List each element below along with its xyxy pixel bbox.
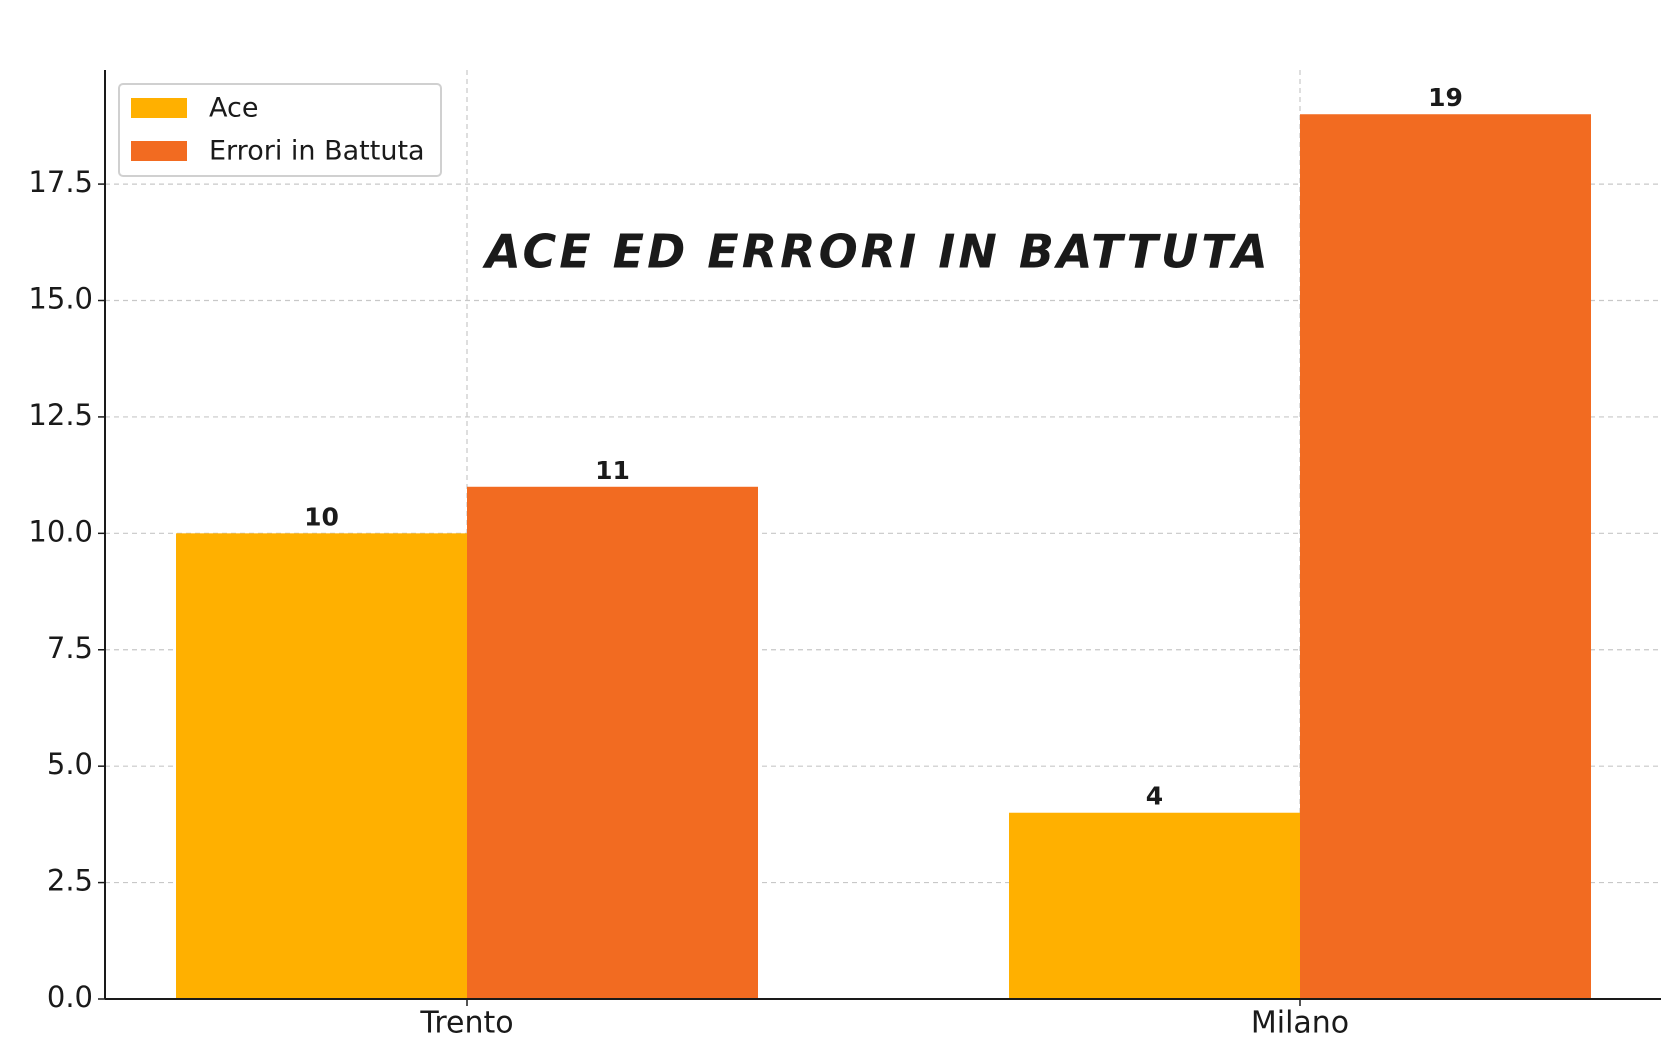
value-label: 19	[1428, 83, 1463, 112]
value-label: 4	[1146, 782, 1163, 811]
y-tick-label: 0.0	[47, 980, 93, 1014]
x-tick-label: Trento	[419, 1006, 513, 1041]
y-tick-label: 5.0	[47, 747, 93, 781]
legend: Ace Errori in Battuta	[118, 83, 442, 177]
legend-label: Errori in Battuta	[209, 136, 425, 167]
legend-box	[118, 83, 442, 177]
y-tick-label: 15.0	[28, 282, 93, 316]
x-tick-label: Milano	[1251, 1006, 1349, 1041]
bar	[1009, 812, 1300, 999]
legend-swatch	[131, 98, 187, 118]
bar	[176, 533, 467, 999]
bar	[1300, 114, 1591, 999]
y-tick-label: 17.5	[28, 165, 93, 199]
value-label: 10	[304, 502, 339, 531]
legend-swatch	[131, 141, 187, 161]
y-tick-label: 10.0	[28, 514, 93, 548]
bar	[467, 486, 758, 999]
y-tick-label: 12.5	[28, 398, 93, 432]
chart-title: ACE ED ERRORI IN BATTUTA	[482, 225, 1270, 279]
y-tick-label: 7.5	[47, 631, 93, 665]
value-label: 11	[595, 456, 630, 485]
legend-label: Ace	[209, 93, 258, 124]
y-tick-label: 2.5	[47, 864, 93, 898]
